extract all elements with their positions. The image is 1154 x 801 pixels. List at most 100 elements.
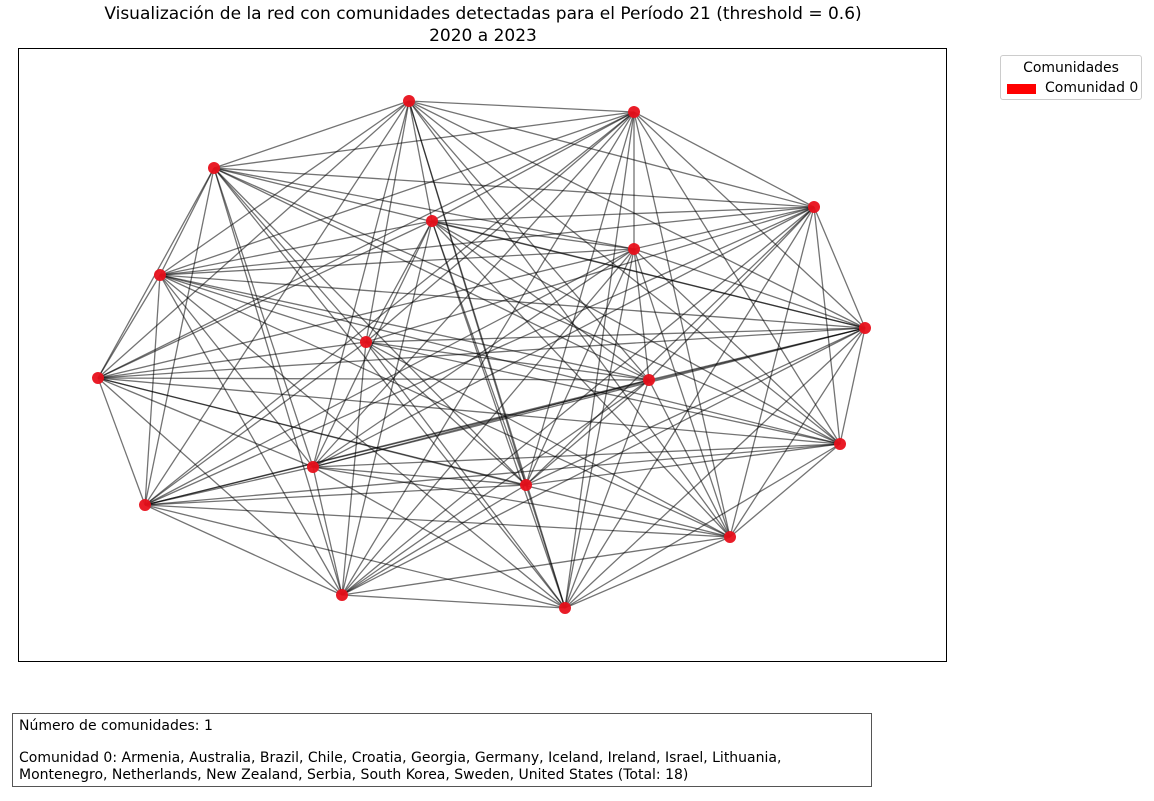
- edge: [408, 100, 866, 329]
- edge: [525, 248, 635, 486]
- legend-label-comunidad-0: Comunidad 0: [1045, 80, 1139, 96]
- edge: [525, 111, 635, 486]
- edge: [144, 379, 650, 506]
- chart-title: Visualización de la red con comunidades …: [18, 3, 948, 47]
- edge: [144, 443, 841, 506]
- edge: [97, 248, 635, 379]
- edge: [97, 377, 146, 506]
- edge: [431, 220, 650, 381]
- edge: [564, 248, 635, 609]
- edge: [213, 167, 314, 468]
- edge: [312, 466, 527, 486]
- edge: [97, 111, 635, 379]
- edge: [144, 248, 635, 506]
- edge: [633, 111, 731, 538]
- edge: [365, 341, 650, 381]
- network-node: [628, 106, 640, 118]
- edge: [341, 379, 650, 596]
- edge: [97, 377, 841, 445]
- edge: [408, 100, 731, 538]
- edge: [839, 327, 866, 445]
- edge: [564, 327, 866, 609]
- edge: [633, 248, 841, 445]
- edge: [312, 466, 731, 538]
- edge: [144, 504, 731, 538]
- edge: [341, 594, 566, 609]
- edge: [159, 274, 650, 381]
- edge: [213, 167, 635, 250]
- edge: [408, 100, 841, 445]
- edge: [97, 220, 433, 379]
- edge: [633, 248, 650, 381]
- community-members-text: Comunidad 0: Armenia, Australia, Brazil,…: [19, 750, 782, 783]
- edge: [213, 100, 410, 169]
- edge: [729, 327, 866, 538]
- edge: [213, 167, 343, 596]
- edge: [408, 100, 650, 381]
- edge: [431, 220, 841, 445]
- edge: [633, 111, 866, 329]
- network-node: [520, 479, 532, 491]
- edge: [341, 206, 815, 596]
- edge: [431, 220, 566, 609]
- network-node: [92, 372, 104, 384]
- edge: [365, 100, 410, 343]
- edge: [431, 220, 866, 329]
- edge: [159, 206, 815, 276]
- edge: [365, 341, 731, 538]
- edge: [213, 167, 841, 445]
- network-node: [559, 602, 571, 614]
- edge: [159, 111, 635, 276]
- edge: [312, 111, 635, 468]
- edge: [159, 220, 433, 276]
- edge: [159, 274, 367, 343]
- legend-title: Comunidades: [1023, 60, 1119, 76]
- edge: [312, 100, 410, 468]
- edge: [564, 379, 650, 609]
- edge: [365, 111, 635, 343]
- edge: [729, 443, 841, 538]
- chart-title-line1: Visualización de la red con comunidades …: [104, 4, 862, 24]
- network-node: [307, 461, 319, 473]
- edge: [431, 206, 815, 222]
- legend-swatch-comunidad-0: [1007, 84, 1036, 94]
- edge: [365, 341, 841, 445]
- edge: [525, 379, 650, 486]
- edge: [97, 341, 367, 379]
- chart-title-line2: 2020 a 2023: [429, 26, 537, 46]
- edge: [525, 443, 841, 486]
- edge: [633, 111, 815, 208]
- edge: [213, 167, 527, 486]
- edge: [144, 504, 566, 609]
- edge: [159, 274, 343, 596]
- network-node: [208, 162, 220, 174]
- edge: [97, 377, 731, 538]
- network-plot-area: [18, 48, 947, 662]
- edge: [159, 248, 635, 276]
- edge: [365, 341, 566, 609]
- edge: [97, 327, 866, 379]
- edge: [341, 484, 527, 596]
- edge: [159, 274, 731, 538]
- network-node: [426, 215, 438, 227]
- edge: [341, 341, 367, 596]
- edge: [159, 100, 410, 276]
- edge: [729, 206, 815, 538]
- edge: [159, 274, 314, 468]
- network-node: [628, 243, 640, 255]
- community-count-text: Número de comunidades: 1: [19, 718, 213, 734]
- edges: [97, 100, 866, 609]
- edge: [144, 504, 343, 596]
- edge: [312, 443, 841, 468]
- nodes: [92, 95, 871, 614]
- edge: [564, 536, 731, 609]
- network-node: [139, 499, 151, 511]
- edge: [431, 220, 635, 250]
- edge: [144, 341, 367, 506]
- edge: [365, 341, 527, 486]
- edge: [633, 111, 841, 445]
- edge: [408, 100, 815, 208]
- edge: [159, 274, 566, 609]
- edge: [213, 167, 650, 381]
